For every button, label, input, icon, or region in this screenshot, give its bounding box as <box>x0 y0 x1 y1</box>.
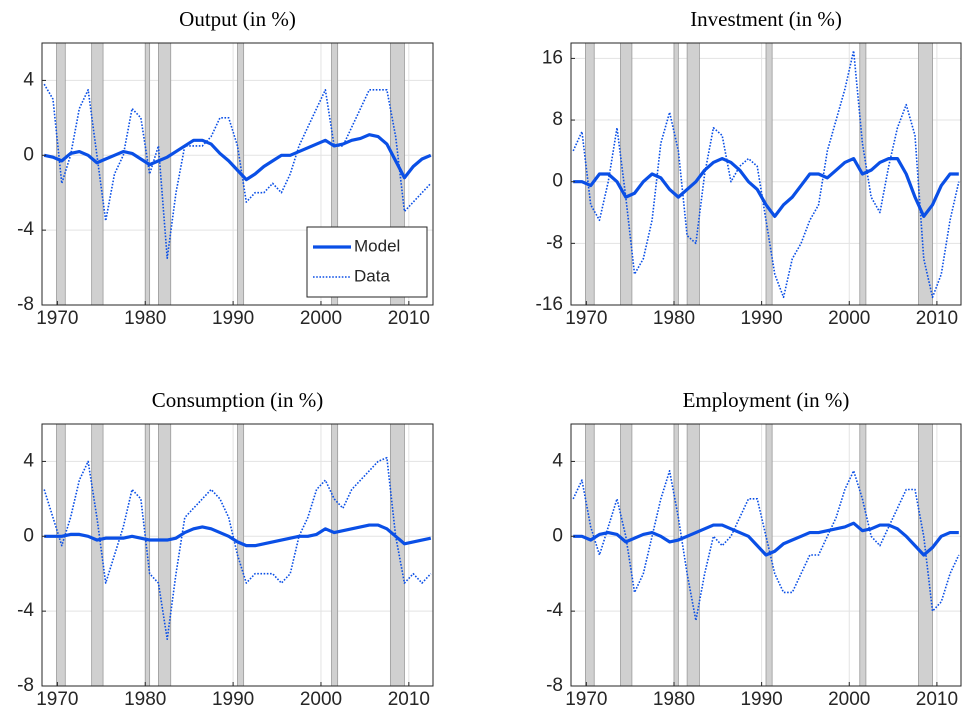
x-tick-label: 2000 <box>300 308 342 329</box>
x-tick-label: 1970 <box>36 689 78 710</box>
recession-band <box>620 424 633 686</box>
x-tick-label: 1970 <box>565 689 607 710</box>
y-tick-label: 0 <box>23 525 34 546</box>
x-tick-label: 1990 <box>212 689 254 710</box>
series-line <box>572 469 960 622</box>
legend-label: Model <box>354 236 400 255</box>
series-line <box>44 523 432 548</box>
legend-label: Data <box>354 266 390 285</box>
recession-band <box>585 424 595 686</box>
recession-band <box>56 43 66 305</box>
x-tick-label: 2010 <box>388 689 430 710</box>
chart-title: Employment (in %) <box>683 388 850 412</box>
recession-band <box>918 43 933 305</box>
x-tick-label: 2000 <box>828 689 870 710</box>
recession-band <box>91 43 104 305</box>
y-tick-label: 4 <box>23 69 34 90</box>
x-tick-label: 1970 <box>565 308 607 329</box>
recession-band <box>331 424 339 686</box>
recession-band <box>389 424 405 686</box>
subplot: 1970 1980 1990 2000 2010 -16 -8 0 8 16 Investment … <box>536 7 962 329</box>
x-tick-label: 1980 <box>653 308 695 329</box>
recession-band <box>585 43 595 305</box>
chart-title: Output (in %) <box>179 7 296 31</box>
axes-box <box>41 42 434 306</box>
recession-band <box>620 43 633 305</box>
recession-band <box>686 424 700 686</box>
x-tick-label: 1980 <box>124 308 166 329</box>
subplot: 1970 1980 1990 2000 2010 -8 -4 0 4 Output (in %) M… <box>17 7 434 329</box>
x-tick-label: 1990 <box>212 308 254 329</box>
y-tick-label: -4 <box>17 600 34 621</box>
y-tick-label: -8 <box>17 294 34 315</box>
recession-band <box>158 424 172 686</box>
x-tick-label: 2010 <box>916 689 958 710</box>
axes-box <box>570 42 962 306</box>
series-line <box>572 49 960 299</box>
series-line <box>43 133 432 182</box>
recession-band <box>859 424 867 686</box>
y-tick-label: -16 <box>536 294 563 315</box>
subplot: 1970 1980 1990 2000 2010 -8 -4 0 4 Consumption (i… <box>17 388 434 710</box>
x-tick-label: 1970 <box>36 308 78 329</box>
y-tick-label: 0 <box>23 144 34 165</box>
y-tick-label: -8 <box>546 675 563 696</box>
recession-band <box>237 424 245 686</box>
y-tick-label: -8 <box>546 232 563 253</box>
x-tick-label: 2000 <box>300 689 342 710</box>
x-tick-label: 2000 <box>828 308 870 329</box>
axes-box <box>41 423 434 687</box>
y-tick-label: 4 <box>23 450 34 471</box>
y-tick-label: -4 <box>546 600 563 621</box>
y-tick-label: -4 <box>17 219 34 240</box>
recession-band <box>673 424 679 686</box>
recession-band <box>158 43 172 305</box>
legend-box <box>306 226 428 298</box>
recession-band <box>91 424 104 686</box>
x-tick-label: 1990 <box>740 308 782 329</box>
recession-band <box>56 424 66 686</box>
x-tick-label: 1990 <box>740 689 782 710</box>
y-tick-label: 16 <box>542 47 563 68</box>
x-tick-label: 1980 <box>124 689 166 710</box>
x-tick-label: 2010 <box>916 308 958 329</box>
y-tick-label: -8 <box>17 675 34 696</box>
x-tick-label: 2010 <box>388 308 430 329</box>
chart-title: Consumption (in %) <box>152 388 324 412</box>
series-line <box>573 521 959 557</box>
x-tick-label: 1980 <box>653 689 695 710</box>
recession-band <box>686 43 700 305</box>
axes-box <box>570 423 962 687</box>
y-tick-label: 8 <box>552 109 563 130</box>
y-tick-label: 0 <box>552 171 563 192</box>
recession-band <box>144 424 151 686</box>
recession-band <box>673 43 679 305</box>
recession-band <box>144 43 151 305</box>
recession-band <box>765 43 773 305</box>
series-line <box>43 456 432 641</box>
series-line <box>573 156 959 218</box>
y-tick-label: 4 <box>552 450 563 471</box>
y-tick-label: 0 <box>552 525 563 546</box>
chart-title: Investment (in %) <box>690 7 842 31</box>
subplot: 1970 1980 1990 2000 2010 -8 -4 0 4 Employment (in… <box>546 388 962 710</box>
recession-band <box>331 43 339 305</box>
